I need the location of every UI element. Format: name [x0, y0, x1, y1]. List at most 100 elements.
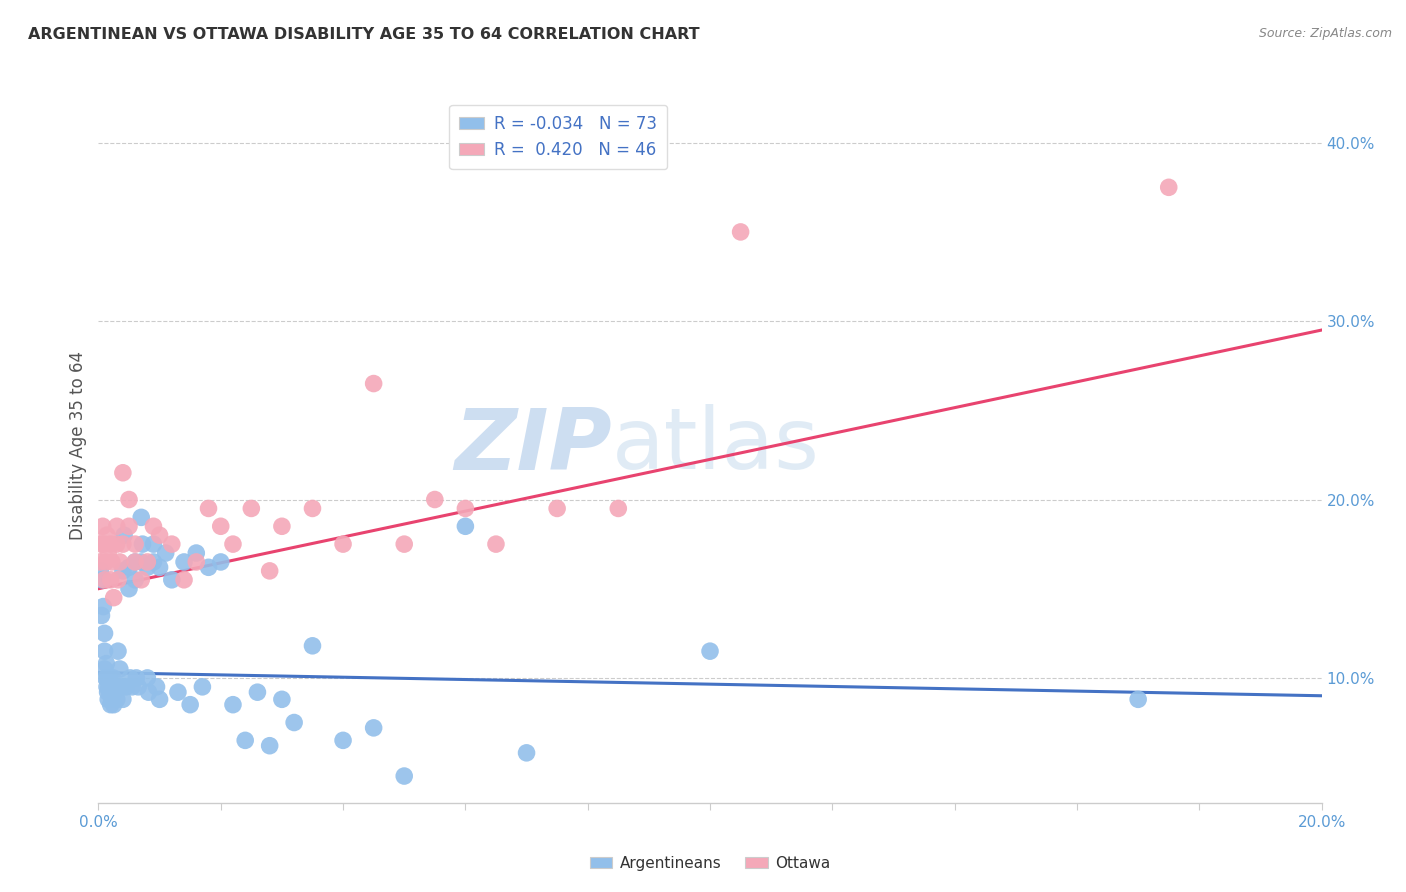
Point [136, 671, 159, 685]
Point [101, 692, 124, 706]
Point [97, 692, 120, 706]
Point [699, 644, 721, 658]
Text: atlas: atlas [612, 404, 820, 488]
Point [108, 555, 131, 569]
Point [120, 671, 142, 685]
Point [111, 466, 134, 480]
Point [1157, 180, 1180, 194]
Point [100, 698, 122, 712]
Point [125, 671, 148, 685]
Point [111, 692, 134, 706]
Point [101, 555, 124, 569]
Point [91, 599, 114, 614]
Point [124, 555, 146, 569]
Point [145, 680, 167, 694]
Point [93, 662, 115, 676]
Point [363, 376, 385, 391]
Point [97, 685, 120, 699]
Point [94, 555, 117, 569]
Point [127, 680, 149, 694]
Point [89, 555, 111, 569]
Point [142, 537, 165, 551]
Point [89, 564, 111, 578]
Point [173, 555, 195, 569]
Point [142, 519, 165, 533]
Point [149, 560, 172, 574]
Point [96, 680, 118, 694]
Point [107, 644, 129, 658]
Text: ZIP: ZIP [454, 404, 612, 488]
Point [485, 537, 508, 551]
Point [222, 537, 245, 551]
Point [138, 685, 160, 699]
Point [233, 733, 256, 747]
Point [209, 519, 232, 533]
Point [93, 644, 115, 658]
Point [730, 225, 752, 239]
Point [197, 501, 219, 516]
Point [546, 501, 568, 516]
Point [93, 573, 115, 587]
Point [121, 680, 143, 694]
Point [96, 528, 118, 542]
Point [98, 671, 121, 685]
Point [115, 680, 138, 694]
Point [118, 582, 141, 596]
Point [246, 685, 269, 699]
Point [103, 685, 125, 699]
Point [90, 608, 112, 623]
Point [392, 769, 416, 783]
Point [149, 528, 172, 542]
Point [607, 501, 630, 516]
Point [129, 555, 152, 569]
Point [111, 564, 134, 578]
Point [240, 501, 263, 516]
Point [93, 537, 115, 551]
Point [209, 555, 232, 569]
Point [516, 746, 538, 760]
Point [186, 546, 208, 560]
Point [179, 698, 201, 712]
Point [118, 560, 141, 574]
Point [107, 573, 129, 587]
Point [270, 692, 292, 706]
Point [283, 715, 305, 730]
Legend: Argentineans, Ottawa: Argentineans, Ottawa [583, 850, 837, 877]
Point [129, 510, 152, 524]
Point [97, 671, 120, 685]
Point [91, 573, 114, 587]
Y-axis label: Disability Age 35 to 64: Disability Age 35 to 64 [69, 351, 87, 541]
Point [124, 537, 146, 551]
Point [259, 739, 281, 753]
Point [91, 519, 114, 533]
Point [173, 573, 195, 587]
Point [112, 528, 135, 542]
Point [155, 546, 177, 560]
Point [100, 685, 122, 699]
Point [93, 626, 115, 640]
Point [105, 537, 128, 551]
Point [124, 573, 146, 587]
Point [142, 555, 165, 569]
Point [259, 564, 281, 578]
Point [149, 692, 172, 706]
Point [423, 492, 446, 507]
Point [101, 680, 124, 694]
Point [270, 519, 292, 533]
Point [332, 733, 354, 747]
Point [103, 591, 125, 605]
Point [105, 680, 128, 694]
Point [363, 721, 385, 735]
Point [136, 555, 159, 569]
Point [129, 573, 152, 587]
Point [111, 680, 134, 694]
Point [222, 698, 245, 712]
Point [97, 546, 120, 560]
Point [392, 537, 416, 551]
Point [101, 671, 124, 685]
Point [90, 537, 112, 551]
Point [191, 680, 214, 694]
Point [111, 537, 134, 551]
Point [100, 537, 122, 551]
Point [105, 692, 128, 706]
